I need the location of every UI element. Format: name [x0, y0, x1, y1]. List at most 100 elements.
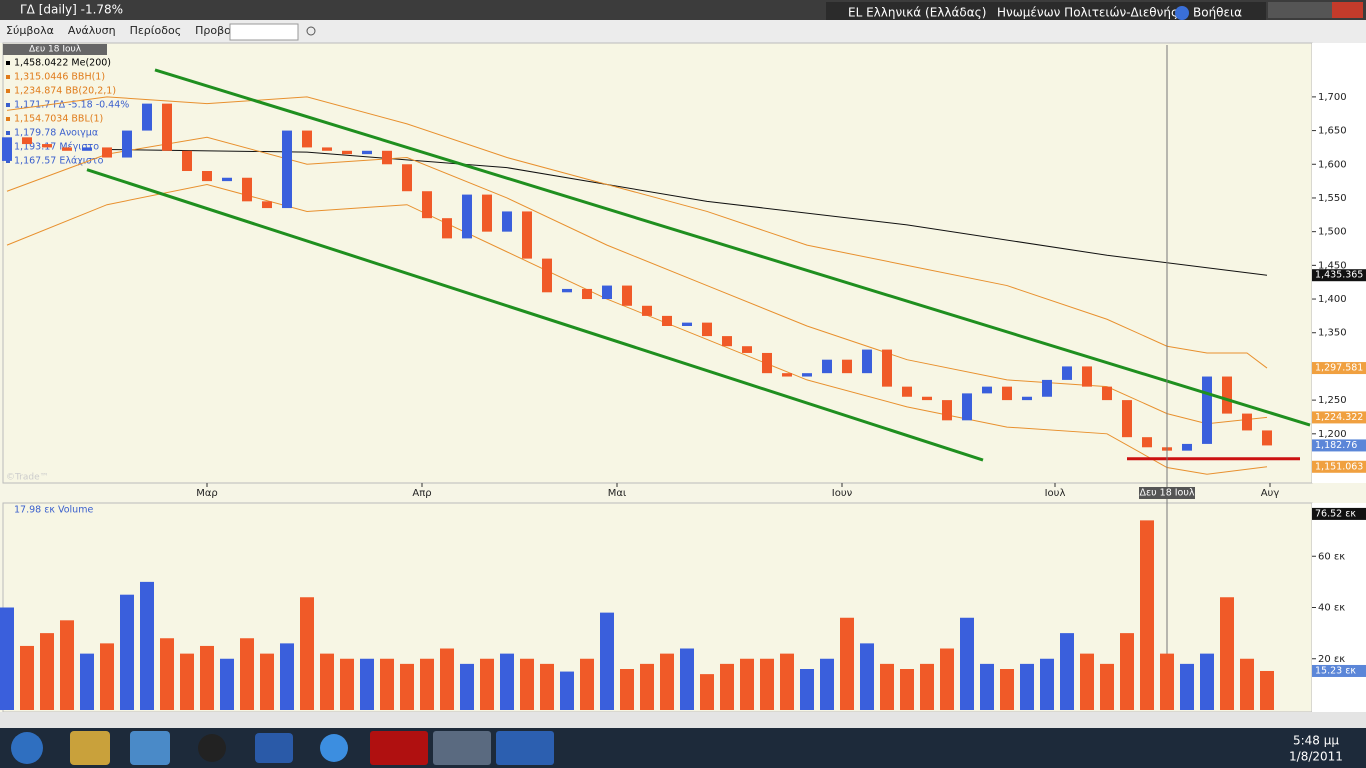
menu-item[interactable]: Σύμβολα	[6, 24, 54, 37]
candle-body	[342, 150, 352, 155]
close-button[interactable]	[1332, 2, 1363, 18]
volume-bar	[980, 663, 994, 710]
candle-body	[422, 191, 432, 219]
volume-bar	[500, 653, 514, 710]
volume-bar	[460, 663, 474, 710]
candle-body	[582, 288, 592, 300]
indicator-line	[6, 136, 1268, 425]
volume-bar	[60, 620, 74, 710]
volume-bar	[600, 612, 614, 710]
language[interactable]: EL Ελληνικά (Ελλάδας)	[848, 6, 986, 20]
candle-body	[622, 285, 632, 306]
volume-bar	[1040, 658, 1054, 710]
volume-bar	[540, 663, 554, 710]
volume-bar	[1000, 669, 1014, 710]
window-title: ΓΔ [daily] -1.78%	[20, 3, 123, 17]
volume-bar	[760, 658, 774, 710]
volume-bar	[840, 617, 854, 710]
candle-body	[682, 322, 692, 326]
candle-body	[202, 171, 212, 182]
volume-bar	[400, 663, 414, 710]
candle-body	[402, 164, 412, 192]
volume-bar	[800, 669, 814, 710]
taskbar-icon[interactable]	[198, 734, 226, 762]
start-button[interactable]	[11, 732, 43, 764]
volume-bar	[900, 669, 914, 710]
volume-bar	[360, 658, 374, 710]
clock-date: 1/8/2011	[1289, 750, 1343, 764]
volume-title: 17.98 εκ Volume	[14, 505, 93, 516]
candle-body	[382, 150, 392, 165]
taskbar-icon[interactable]	[70, 731, 110, 765]
x-tick-label: Μαι	[608, 488, 627, 499]
volume-bar	[240, 638, 254, 710]
taskbar-icon[interactable]	[370, 731, 428, 765]
legend-swatch	[6, 89, 10, 93]
volume-bar	[1200, 653, 1214, 710]
candle-body	[762, 352, 772, 374]
price-marker	[1312, 411, 1366, 424]
taskbar-icon[interactable]	[433, 731, 491, 765]
candle-body	[802, 373, 812, 377]
legend-entry: 1,315.0446 BBH(1)	[14, 72, 105, 83]
candle-body	[1262, 430, 1272, 446]
search-box[interactable]	[229, 23, 299, 41]
volume-bar	[1160, 653, 1174, 710]
help[interactable]: Βοήθεια	[1193, 6, 1242, 20]
keyboard[interactable]: Ηνωμένων Πολιτειών-Διεθνής	[997, 6, 1178, 20]
volume-bar	[180, 653, 194, 710]
y-tick-label: 1,600	[1318, 159, 1347, 170]
volume-bar	[40, 633, 54, 710]
y-tick-label: 1,550	[1318, 193, 1347, 204]
clock-time: 5:48 μμ	[1293, 734, 1339, 748]
x-tick-label: Αυγ	[1261, 488, 1280, 499]
help-icon[interactable]	[1175, 6, 1189, 20]
candle-body	[242, 177, 252, 202]
indicator-line	[6, 183, 1268, 475]
candle-body	[322, 147, 332, 151]
volume-bar	[320, 653, 334, 710]
candle-body	[162, 103, 172, 151]
menu-item[interactable]: Περίοδος	[130, 24, 182, 37]
trend-line	[154, 68, 1311, 427]
search-icon[interactable]	[306, 26, 316, 36]
taskbar-icon[interactable]	[320, 734, 348, 762]
volume-bar	[160, 638, 174, 710]
volume-bar	[820, 658, 834, 710]
candle-body	[462, 194, 472, 239]
legend-entry: 1,234.874 BB(20,2,1)	[14, 86, 116, 97]
candle-body	[642, 305, 652, 316]
candle-body	[142, 103, 152, 131]
volume-bar	[940, 648, 954, 710]
y-tick-label: 40 εκ	[1318, 603, 1345, 614]
volume-bar	[700, 674, 714, 710]
price-marker	[1312, 460, 1366, 473]
legend-entry: 1,193.17 Μέγιστο	[14, 142, 99, 153]
volume-bar	[1100, 663, 1114, 710]
candle-body	[1042, 379, 1052, 397]
volume-bar	[340, 658, 354, 710]
candle-body	[542, 258, 552, 293]
legend-swatch	[6, 75, 10, 79]
price-marker	[1312, 269, 1366, 282]
volume-bar	[300, 597, 314, 710]
x-tick-label: Ιουν	[832, 488, 853, 499]
candle-body	[702, 322, 712, 337]
volume-bar	[140, 581, 154, 710]
candle-body	[362, 150, 372, 155]
price-marker-label: 1,224.322	[1315, 412, 1363, 423]
scrollbar[interactable]	[0, 712, 1366, 728]
volume-bar	[100, 643, 114, 710]
menu-item[interactable]: Ανάλυση	[68, 24, 116, 37]
volume-bar	[720, 663, 734, 710]
taskbar-icon[interactable]	[130, 731, 170, 765]
volume-bar	[620, 669, 634, 710]
volume-bar	[1060, 633, 1074, 710]
indicator-line	[106, 148, 1268, 276]
taskbar-icon[interactable]	[496, 731, 554, 765]
price-panel	[2, 42, 1313, 484]
volume-bar	[920, 663, 934, 710]
taskbar-icon[interactable]	[255, 733, 293, 763]
volume-bar	[740, 658, 754, 710]
